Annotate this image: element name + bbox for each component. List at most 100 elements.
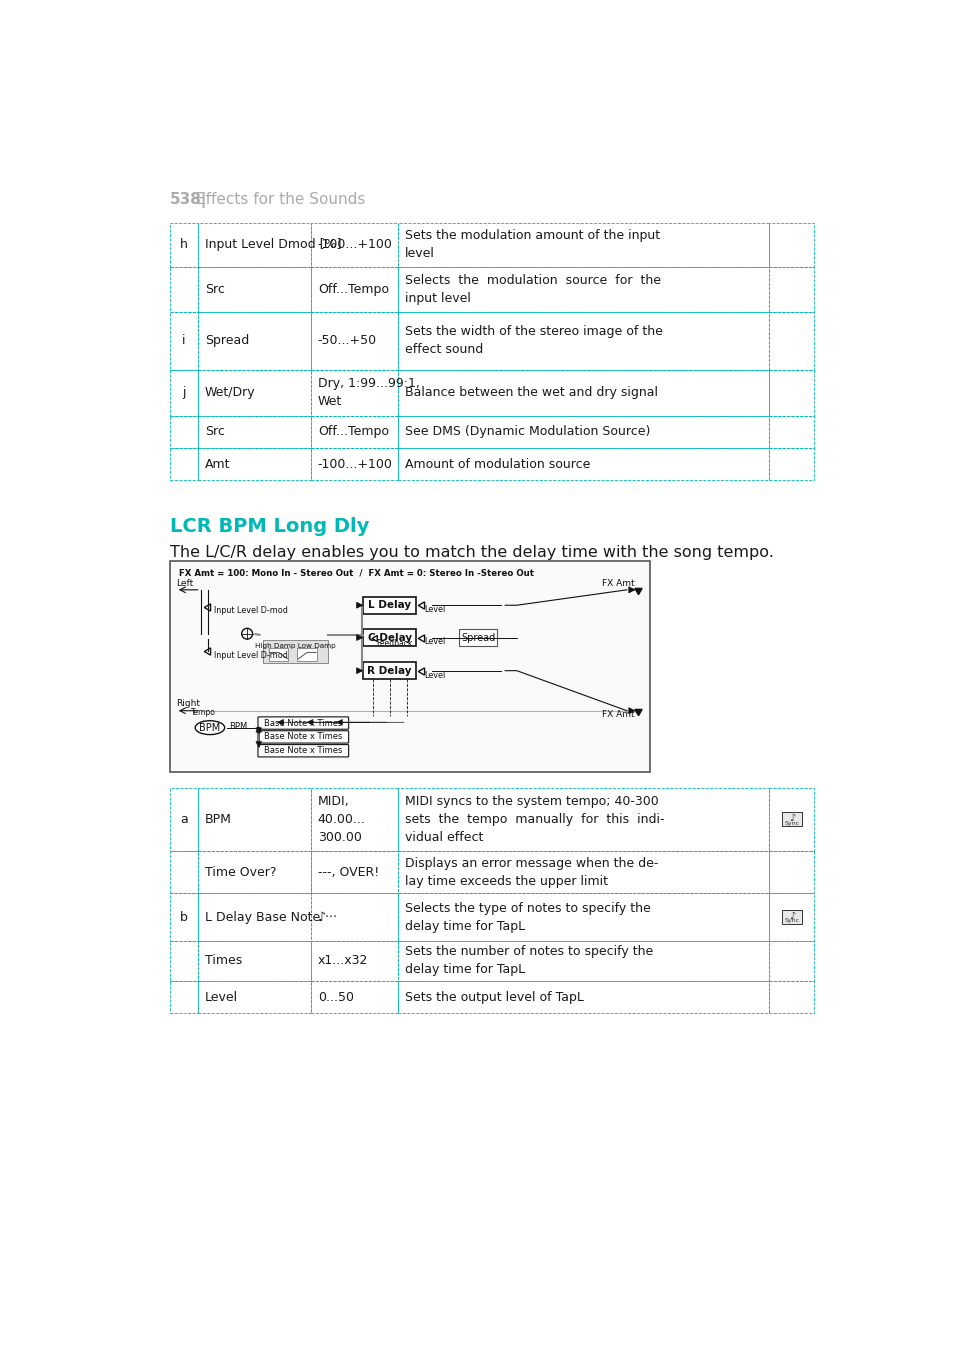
Text: Sets the modulation amount of the input
level: Sets the modulation amount of the input … — [404, 229, 659, 260]
Bar — [397, 311, 768, 370]
Ellipse shape — [195, 720, 224, 735]
Text: Src: Src — [205, 425, 225, 439]
Text: -50...+50: -50...+50 — [317, 334, 376, 347]
Bar — [781, 910, 801, 923]
Bar — [768, 267, 814, 311]
Bar — [198, 788, 311, 850]
Text: Input Level D-mod: Input Level D-mod — [213, 651, 288, 659]
Text: Off...Tempo: Off...Tempo — [317, 283, 389, 297]
Text: Spread: Spread — [205, 334, 249, 347]
Bar — [768, 311, 814, 370]
Text: L Delay: L Delay — [368, 600, 411, 611]
Bar — [198, 894, 311, 941]
Text: BPM: BPM — [229, 722, 247, 731]
Text: Left: Left — [175, 578, 193, 588]
Bar — [311, 370, 397, 416]
Bar — [397, 370, 768, 416]
Bar — [170, 416, 198, 448]
Bar — [262, 640, 328, 663]
Bar — [363, 662, 416, 680]
Bar — [297, 649, 316, 661]
Text: C Delay: C Delay — [367, 632, 412, 643]
Bar — [768, 416, 814, 448]
Bar — [768, 222, 814, 267]
Bar — [311, 416, 397, 448]
Bar — [768, 850, 814, 894]
Bar — [198, 448, 311, 481]
Bar — [768, 788, 814, 850]
Bar — [781, 812, 801, 826]
Bar — [397, 941, 768, 982]
Text: Effects for the Sounds: Effects for the Sounds — [195, 192, 365, 207]
Text: x1...x32: x1...x32 — [317, 955, 368, 968]
Bar — [170, 982, 198, 1013]
Bar — [768, 894, 814, 941]
Text: Sets the number of notes to specify the
delay time for TapL: Sets the number of notes to specify the … — [404, 945, 653, 976]
Text: Src: Src — [205, 283, 225, 297]
Text: a: a — [180, 812, 188, 826]
Text: 538|: 538| — [170, 192, 207, 207]
Bar — [170, 370, 198, 416]
Text: -100...+100: -100...+100 — [317, 238, 393, 252]
Bar — [170, 788, 198, 850]
Text: Balance between the wet and dry signal: Balance between the wet and dry signal — [404, 386, 658, 399]
Text: Level: Level — [205, 991, 238, 1003]
Bar — [170, 448, 198, 481]
Bar — [397, 850, 768, 894]
Bar — [269, 649, 288, 661]
Text: R Delay: R Delay — [367, 666, 412, 676]
Text: b: b — [180, 911, 188, 923]
Text: MIDI syncs to the system tempo; 40-300
sets  the  tempo  manually  for  this  in: MIDI syncs to the system tempo; 40-300 s… — [404, 795, 663, 844]
Text: The L/C/R delay enables you to match the delay time with the song tempo.: The L/C/R delay enables you to match the… — [170, 546, 773, 561]
Bar — [198, 370, 311, 416]
Text: Level: Level — [423, 670, 445, 680]
Text: BPM: BPM — [205, 812, 232, 826]
Bar — [311, 788, 397, 850]
Bar — [170, 941, 198, 982]
Bar — [397, 416, 768, 448]
Bar — [768, 448, 814, 481]
FancyBboxPatch shape — [257, 716, 348, 730]
Text: Input Level Dmod [%]: Input Level Dmod [%] — [205, 238, 341, 252]
Bar — [311, 448, 397, 481]
Bar — [198, 416, 311, 448]
Text: Sync: Sync — [783, 918, 799, 923]
Text: BPM: BPM — [199, 723, 220, 733]
Text: Input Level D-mod: Input Level D-mod — [213, 607, 288, 615]
Bar — [170, 561, 649, 772]
Text: Tempo: Tempo — [191, 708, 215, 718]
Bar — [397, 222, 768, 267]
Bar — [311, 311, 397, 370]
Text: Right: Right — [175, 700, 199, 708]
Bar — [311, 267, 397, 311]
Bar — [363, 630, 416, 646]
Text: Sets the width of the stereo image of the
effect sound: Sets the width of the stereo image of th… — [404, 325, 662, 356]
Text: FX Amt = 100: Mono In - Stereo Out  /  FX Amt = 0: Stereo In -Stereo Out: FX Amt = 100: Mono In - Stereo Out / FX … — [179, 569, 534, 577]
Bar — [768, 941, 814, 982]
Bar — [311, 222, 397, 267]
Text: j: j — [182, 386, 186, 399]
Text: Base Note x Times: Base Note x Times — [263, 733, 342, 742]
Bar — [198, 850, 311, 894]
Text: FX Amt: FX Amt — [601, 580, 634, 588]
FancyBboxPatch shape — [257, 731, 348, 743]
Bar — [311, 850, 397, 894]
Text: -100...+100: -100...+100 — [317, 458, 393, 471]
Text: Amount of modulation source: Amount of modulation source — [404, 458, 590, 471]
Bar — [458, 630, 497, 646]
Text: Times: Times — [205, 955, 242, 968]
Text: LCR BPM Long Dly: LCR BPM Long Dly — [170, 517, 369, 536]
Text: ♪: ♪ — [788, 910, 794, 921]
Text: ♪: ♪ — [788, 812, 794, 823]
Bar — [397, 894, 768, 941]
Text: Level: Level — [423, 605, 445, 615]
Text: High Damp Low Damp: High Damp Low Damp — [254, 643, 335, 649]
Text: MIDI,
40.00...
300.00: MIDI, 40.00... 300.00 — [317, 795, 365, 844]
Text: Base Note x Times: Base Note x Times — [263, 719, 342, 727]
Bar — [311, 982, 397, 1013]
Text: i: i — [182, 334, 186, 347]
Text: FX Amt: FX Amt — [601, 709, 634, 719]
Text: Amt: Amt — [205, 458, 231, 471]
Text: Time Over?: Time Over? — [205, 865, 276, 879]
Bar — [363, 597, 416, 613]
